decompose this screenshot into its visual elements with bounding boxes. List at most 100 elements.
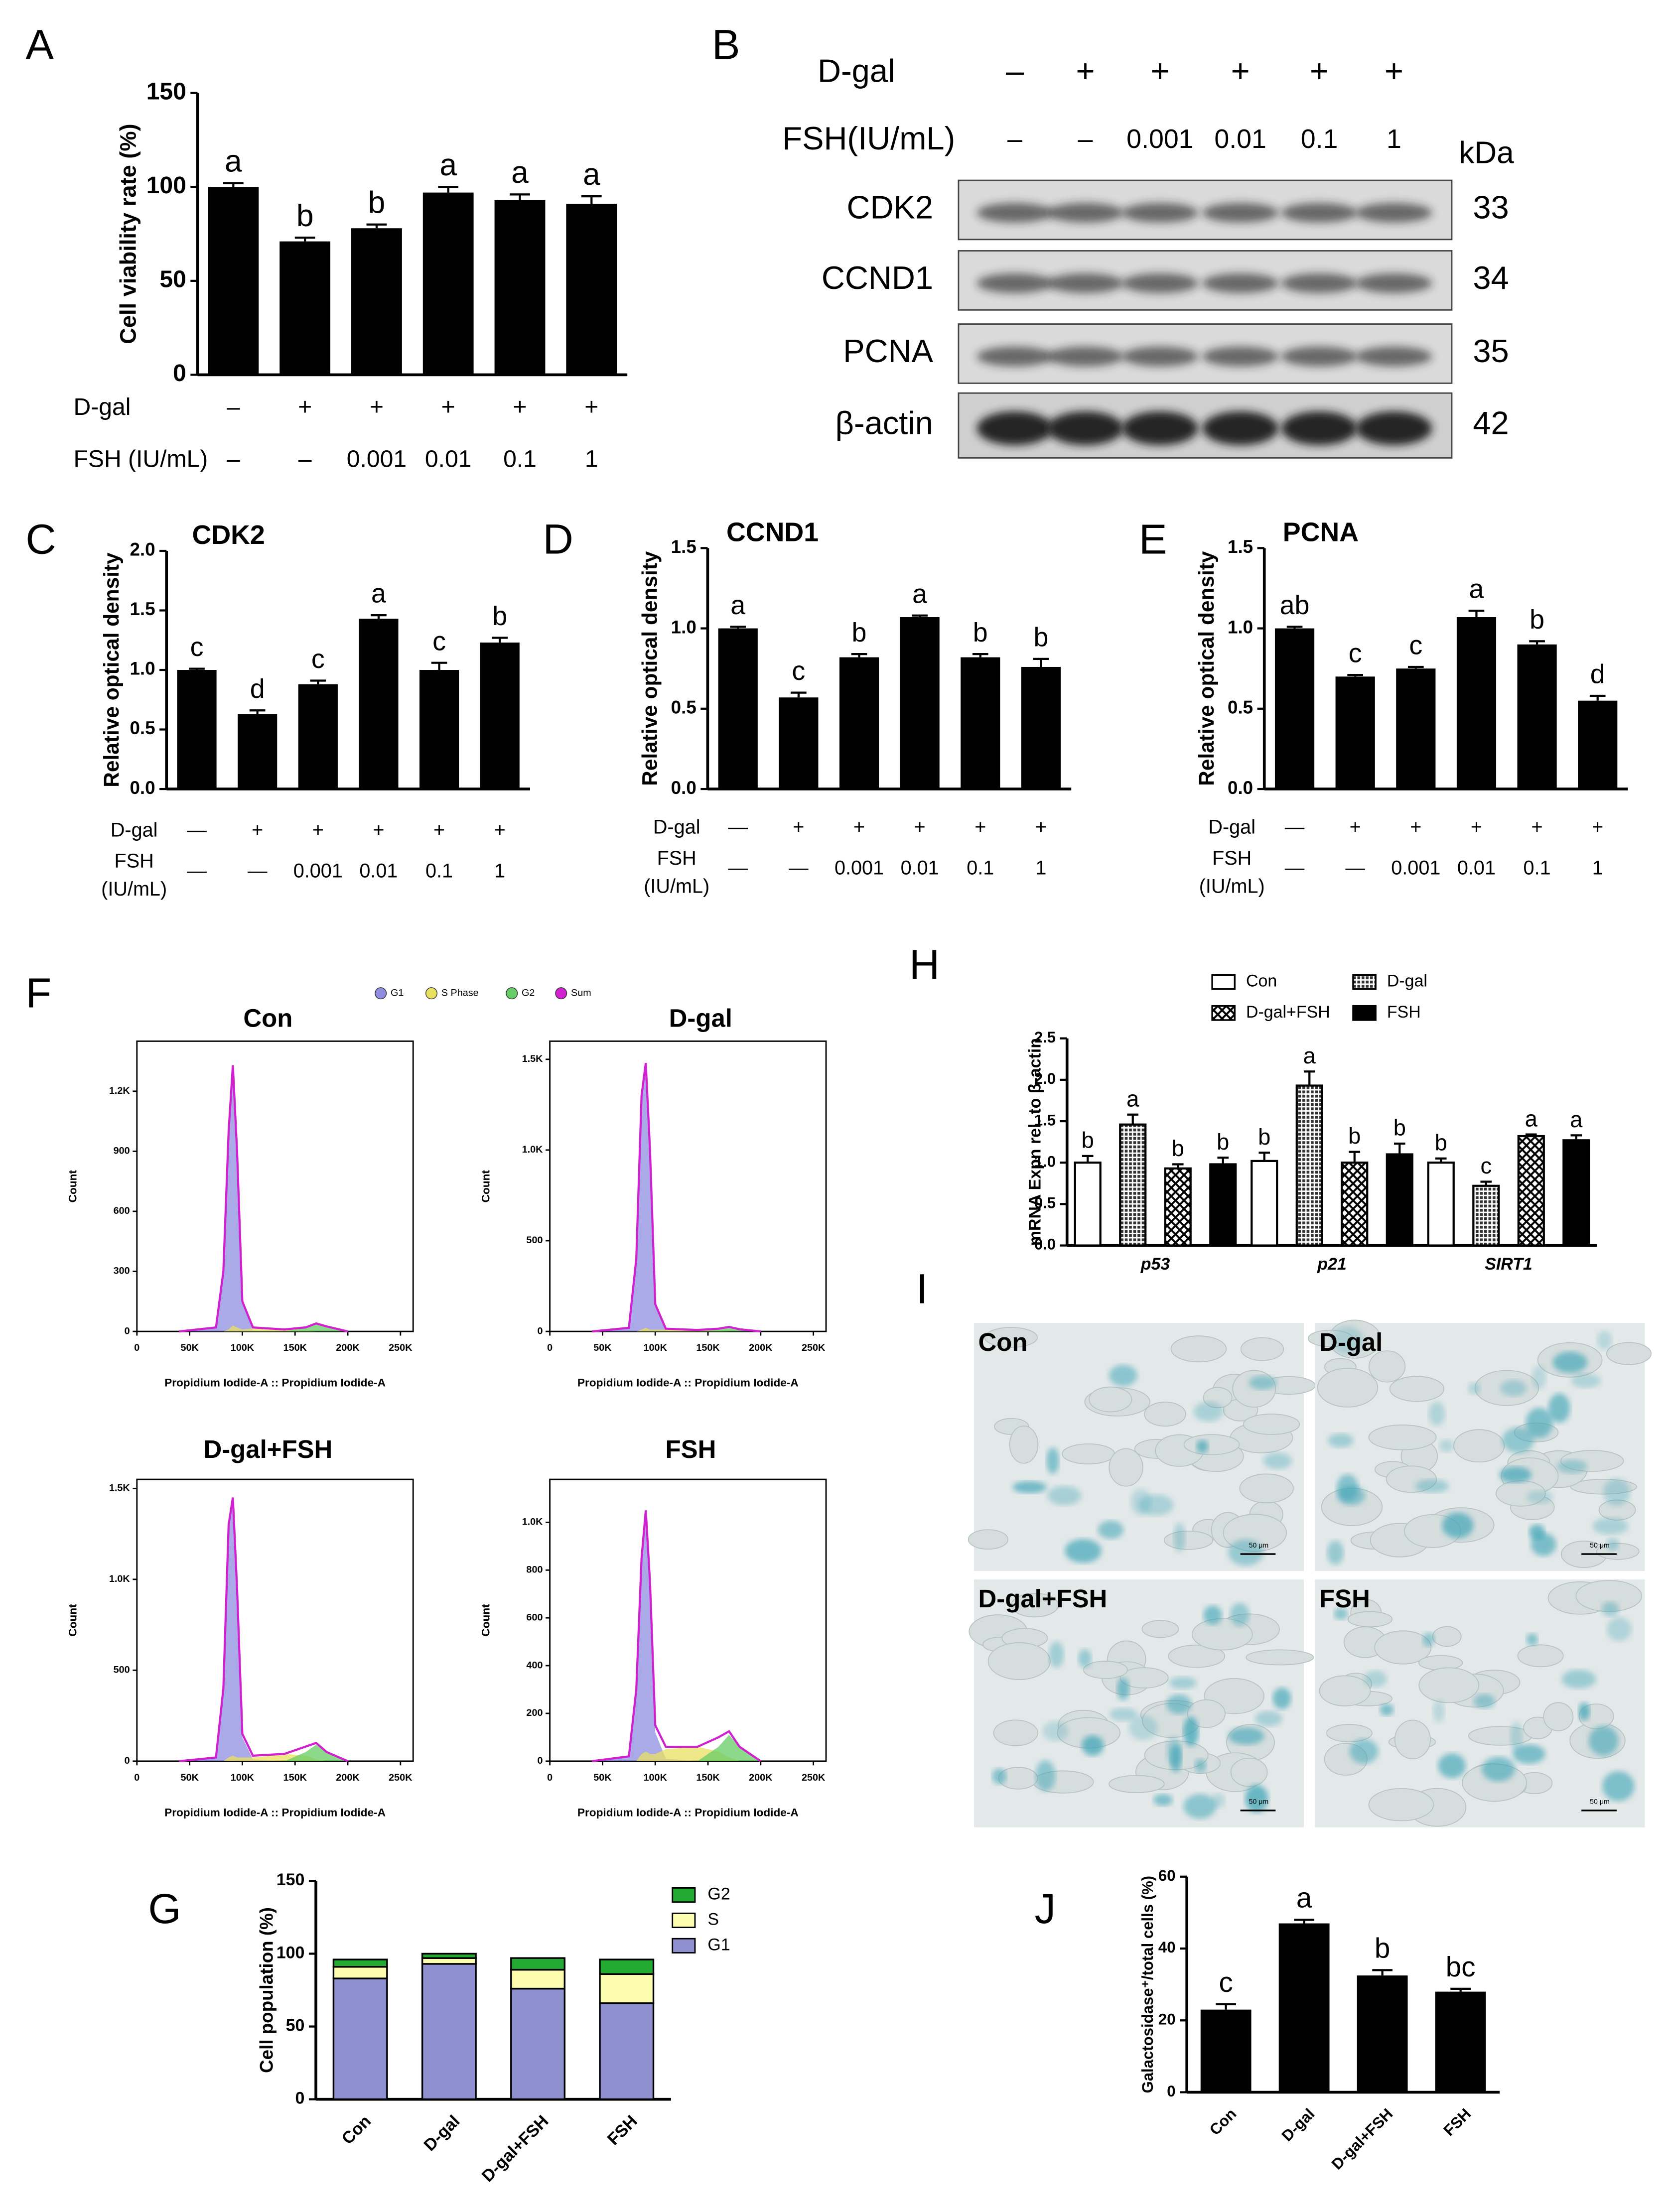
bar [1335, 676, 1375, 789]
stained-cell [1526, 1633, 1538, 1646]
x-tick-label: 100K [231, 1342, 255, 1353]
condition-label: FSH [657, 847, 696, 869]
panel-label: J [1035, 1885, 1056, 1932]
y-tick-label: 0 [537, 1755, 543, 1766]
x-tick-label: 50K [593, 1772, 612, 1783]
y-tick-label: 1.5 [1228, 536, 1253, 557]
stained-cell [1228, 1727, 1264, 1745]
condition-value: 0.01 [901, 857, 939, 879]
condition-value: 0.1 [967, 857, 994, 879]
y-tick-label: 50 [286, 2016, 305, 2035]
condition-value: + [974, 816, 986, 838]
condition-value: — [1285, 816, 1305, 838]
stained-cell [1334, 1608, 1348, 1620]
condition-value: 0.01 [1457, 857, 1496, 879]
stained-cell [1173, 1523, 1186, 1552]
chart-title: Con [243, 1004, 292, 1032]
significance-letter: b [296, 199, 314, 233]
blot-band [1202, 346, 1279, 367]
legend-marker [506, 987, 518, 1000]
condition-value: + [1592, 816, 1603, 838]
bar [494, 200, 546, 375]
band-kda: 33 [1473, 189, 1509, 226]
stained-cell [1042, 1721, 1069, 1741]
legend-label: G1 [707, 1935, 730, 1954]
stained-cell [1380, 1703, 1394, 1716]
cell-outline [1062, 1443, 1115, 1464]
y-tick-label: 150 [146, 78, 186, 105]
y-tick-label: 0.0 [130, 778, 155, 798]
x-tick-label: 250K [802, 1772, 826, 1783]
stained-cell [1428, 1402, 1445, 1426]
stained-cell [1065, 1539, 1102, 1563]
stained-cell [1255, 1711, 1282, 1726]
y-tick-label: 1.2K [109, 1085, 131, 1096]
cell-outline [1187, 1699, 1226, 1728]
y-tick-label: 500 [114, 1665, 130, 1676]
y-tick-label: 0 [1167, 2082, 1175, 2100]
x-tick-label: 150K [696, 1772, 720, 1783]
chart-title: FSH [666, 1435, 716, 1463]
sum-line [592, 1062, 761, 1333]
bar [1357, 1975, 1408, 2092]
blot-condition: – [1006, 52, 1024, 89]
stained-cell [1433, 1700, 1445, 1723]
bar [422, 192, 474, 375]
band-kda: 34 [1473, 260, 1509, 296]
significance-letter: c [1480, 1153, 1492, 1178]
blot-condition: + [1150, 52, 1169, 89]
condition-value: – [227, 393, 240, 420]
bar [718, 628, 758, 789]
y-axis-label: Cell viability rate (%) [116, 124, 141, 344]
bar [1251, 1160, 1278, 1247]
stained-cell [1130, 1489, 1151, 1515]
condition-label: D-gal [653, 816, 700, 838]
stained-cell [1193, 1402, 1224, 1422]
y-tick-label: 1.5K [522, 1053, 544, 1064]
blot-condition: + [1076, 52, 1095, 89]
x-tick-label: 250K [389, 1772, 413, 1783]
significance-letter: ab [1280, 590, 1310, 620]
legend-label: S [707, 1910, 719, 1929]
stained-cell [1272, 1688, 1291, 1709]
scale-bar-label: 50 μm [1249, 1798, 1269, 1806]
blot-condition: – [1007, 124, 1022, 154]
legend-label: G2 [707, 1885, 730, 1904]
bar-segment [421, 1952, 477, 1959]
x-tick-label: 0 [547, 1342, 553, 1353]
bar [1517, 1135, 1545, 1247]
blot-condition: + [1310, 52, 1329, 89]
blot-band [1122, 203, 1198, 223]
y-tick-label: 0 [125, 1325, 130, 1336]
stained-cell [1166, 1694, 1192, 1714]
stained-cell [1328, 1433, 1354, 1448]
y-tick-label: 1.0 [1228, 617, 1253, 637]
legend-label: FSH [1387, 1003, 1421, 1022]
cell-outline [1317, 1368, 1379, 1408]
condition-value: + [1410, 816, 1421, 838]
stained-cell [1557, 1459, 1588, 1474]
significance-letter: a [1570, 1107, 1583, 1132]
stained-cell [1510, 1721, 1523, 1752]
panel-label: E [1139, 515, 1167, 562]
stained-cell [1602, 1771, 1635, 1802]
blot-band [976, 273, 1053, 293]
y-tick-label: 20 [1158, 2011, 1176, 2028]
x-tick-label: 200K [336, 1342, 360, 1353]
stained-cell [1561, 1670, 1596, 1689]
stained-cell [1552, 1351, 1588, 1373]
bar [900, 617, 940, 789]
condition-label: FSH (IU/mL) [74, 446, 208, 473]
blot-band [976, 203, 1053, 223]
stained-cell [1082, 1735, 1104, 1756]
condition-value: + [513, 393, 527, 420]
significance-letter: b [1172, 1136, 1184, 1161]
cell-outline [1239, 1473, 1294, 1503]
y-tick-label: 0.0 [671, 778, 696, 798]
significance-letter: b [1375, 1933, 1390, 1964]
condition-value: — [187, 819, 207, 841]
blot-band [1356, 346, 1432, 367]
bar [298, 684, 338, 789]
stained-cell [1500, 1380, 1527, 1397]
